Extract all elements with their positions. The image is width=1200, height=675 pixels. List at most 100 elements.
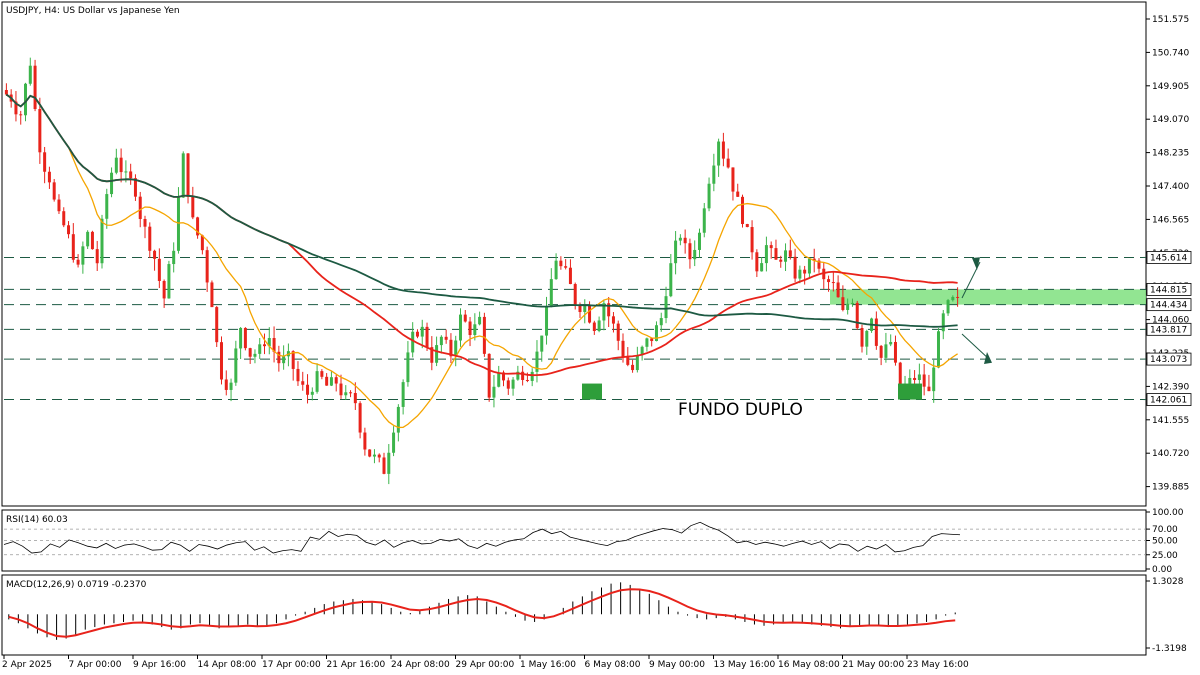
rsi-title: RSI(14) 60.03 — [6, 515, 68, 525]
candle-body — [650, 338, 654, 342]
candle-body — [377, 454, 381, 458]
time-tick-label: 2 Apr 2025 — [2, 660, 52, 670]
macd-indicator: 1.3028 -1.3198 — [8, 577, 1187, 654]
candle-body — [803, 269, 807, 274]
time-tick-label: 7 Apr 00:00 — [69, 660, 122, 670]
candle-body — [52, 182, 56, 200]
time-tick-label: 6 May 08:00 — [585, 660, 641, 670]
level-price-tag-label: 143.073 — [1150, 355, 1187, 365]
candle-body — [200, 235, 204, 251]
candle-body — [645, 338, 649, 347]
candle-body — [435, 345, 439, 363]
candle-body — [717, 141, 721, 166]
candle-body — [487, 353, 491, 398]
candle-body — [325, 376, 329, 386]
candle-body — [76, 259, 80, 265]
candle-body — [597, 320, 601, 331]
candle-body — [712, 165, 716, 184]
candle-body — [138, 196, 142, 219]
candle-body — [454, 340, 458, 357]
candle-body — [578, 305, 582, 313]
double-bottom-markers — [582, 383, 922, 400]
candle-body — [502, 372, 506, 381]
candle-body — [913, 377, 917, 381]
candle-body — [181, 153, 185, 198]
candle-body — [420, 326, 424, 337]
bullish-arrow-head — [972, 257, 980, 270]
candle-body — [210, 282, 214, 308]
candle-body — [191, 196, 195, 218]
price-tick-label: 150.740 — [1152, 48, 1189, 58]
candle-body — [33, 65, 37, 110]
candle-body — [86, 231, 90, 247]
projection-arrows — [961, 257, 992, 364]
candle-body — [310, 391, 314, 395]
candle-body — [592, 322, 596, 331]
candle-body — [196, 217, 200, 236]
candle-body — [850, 302, 854, 304]
candle-body — [932, 367, 936, 392]
candle-body — [157, 258, 161, 281]
time-tick-label: 23 May 16:00 — [907, 660, 969, 670]
candle-body — [884, 344, 888, 358]
candle-body — [334, 377, 338, 384]
candle-body — [329, 377, 333, 386]
candle-body — [621, 340, 625, 358]
candle-body — [760, 263, 764, 272]
candle-body — [133, 178, 137, 197]
candle-body — [95, 249, 99, 264]
candle-body — [626, 357, 630, 365]
level-price-tag — [1146, 298, 1192, 312]
candle-body — [683, 237, 687, 244]
candle-body — [306, 384, 310, 395]
candle-body — [47, 171, 51, 183]
candle-body — [951, 296, 955, 301]
candle-body — [549, 279, 553, 308]
candle-body — [946, 300, 950, 314]
candle-body — [186, 153, 190, 197]
candle-body — [583, 305, 587, 313]
candle-body — [320, 371, 324, 377]
candle-body — [100, 218, 104, 264]
candle-body — [28, 65, 32, 84]
candle-body — [846, 303, 850, 310]
price-tick-label: 144.060 — [1152, 316, 1189, 326]
level-price-tag — [1146, 352, 1192, 366]
price-tick-label: 149.070 — [1152, 115, 1189, 125]
rsi-tick-label: 50.00 — [1152, 537, 1178, 547]
candle-body — [478, 316, 482, 325]
price-tick-label: 146.565 — [1152, 215, 1189, 225]
candle-body — [344, 392, 348, 396]
candle-body — [635, 355, 639, 371]
candle-body — [807, 258, 811, 274]
rsi-line — [3, 521, 961, 554]
time-tick-label: 14 Apr 08:00 — [198, 660, 257, 670]
candle-body — [372, 454, 376, 457]
time-tick-label: 9 May 00:00 — [649, 660, 705, 670]
candle-body — [865, 330, 869, 347]
candle-body — [267, 338, 271, 347]
candle-body — [153, 250, 157, 259]
candle-body — [540, 335, 544, 352]
price-tick-label: 142.390 — [1152, 382, 1189, 392]
candle-body — [301, 381, 305, 385]
candle-body — [368, 449, 372, 457]
candle-body — [817, 260, 821, 269]
candle-body — [353, 393, 357, 404]
double-bottom-marker — [898, 383, 922, 400]
macd-title: MACD(12,26,9) 0.0719 -0.2370 — [6, 580, 147, 590]
candle-body — [506, 380, 510, 389]
candle-body — [941, 313, 945, 332]
candle-body — [693, 249, 697, 260]
level-price-tag-label: 144.434 — [1150, 301, 1187, 311]
candle-body — [831, 282, 835, 284]
candle-body — [640, 346, 644, 356]
resistance-zone — [830, 289, 1146, 305]
candle-body — [497, 372, 501, 387]
candle-body — [43, 152, 47, 172]
candle-body — [554, 260, 558, 280]
price-tick-label: 149.905 — [1152, 82, 1189, 92]
rsi-tick-label: 100.00 — [1152, 508, 1184, 518]
candle-body — [564, 266, 568, 268]
candle-body — [224, 379, 228, 390]
